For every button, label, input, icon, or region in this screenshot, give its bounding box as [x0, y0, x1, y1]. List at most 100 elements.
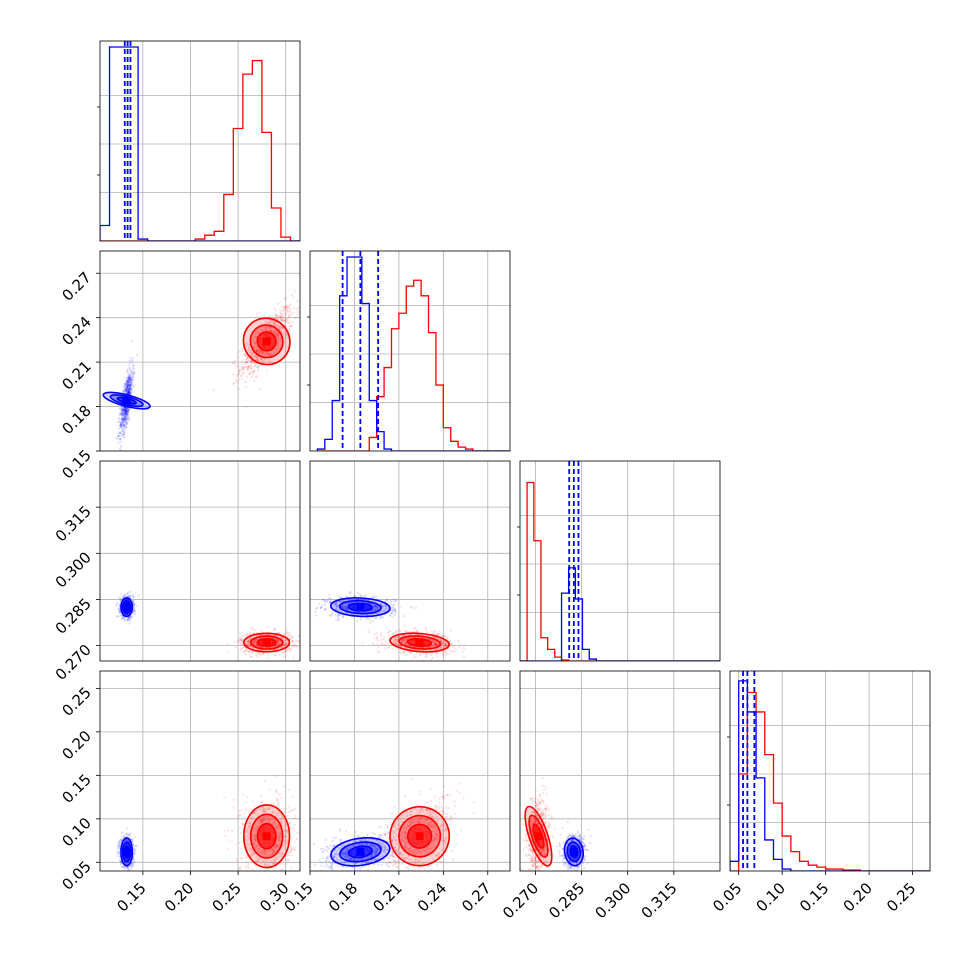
scatter-point — [127, 618, 130, 621]
scatter-point — [244, 353, 247, 356]
scatter-point — [126, 414, 130, 418]
scatter-point — [291, 635, 294, 639]
scatter-point — [126, 389, 129, 392]
scatter-point — [117, 608, 120, 611]
scatter-point — [252, 641, 256, 644]
scatter-point — [241, 643, 244, 646]
contour-red — [249, 635, 284, 650]
scatter-point — [119, 437, 122, 440]
scatter-point — [265, 369, 268, 372]
scatter-point — [259, 637, 262, 640]
scatter-point — [283, 785, 286, 788]
scatter-point — [117, 418, 121, 421]
scatter-point — [264, 852, 267, 856]
scatter-point — [335, 619, 338, 622]
scatter-point — [241, 821, 245, 824]
scatter-point — [270, 848, 273, 851]
scatter-point — [123, 424, 126, 427]
scatter-point — [273, 850, 276, 853]
scatter-point — [248, 825, 251, 828]
scatter-point — [275, 775, 278, 778]
scatter-point — [132, 364, 136, 367]
scatter-point — [432, 632, 435, 635]
scatter-point — [290, 848, 293, 851]
scatter-point — [130, 391, 134, 394]
scatter-point — [126, 410, 129, 413]
scatter-point — [275, 324, 278, 327]
scatter-point — [118, 605, 121, 609]
scatter-point — [126, 407, 129, 411]
scatter-point — [125, 383, 128, 386]
scatter-point — [441, 641, 444, 645]
density-peak-blue — [122, 396, 131, 405]
scatter-point — [242, 367, 245, 370]
scatter-point — [119, 421, 122, 424]
scatter-point — [256, 359, 260, 362]
scatter-point — [250, 362, 253, 365]
scatter-point — [127, 373, 130, 377]
scatter-point — [255, 844, 259, 847]
contour-red — [398, 635, 442, 650]
scatter-point — [124, 418, 127, 421]
scatter-point — [263, 855, 267, 858]
scatter-point — [261, 351, 264, 354]
scatter-point — [121, 413, 124, 416]
scatter-point — [277, 337, 280, 340]
scatter-point — [441, 650, 444, 653]
scatter-point — [125, 382, 128, 385]
scatter-point — [248, 843, 251, 846]
scatter-point — [354, 598, 357, 601]
scatter-point — [294, 814, 297, 817]
scatter-point — [122, 419, 125, 423]
scatter-point — [450, 643, 453, 646]
scatter-point — [120, 433, 124, 437]
scatter-point — [120, 424, 123, 427]
scatter-point — [385, 599, 389, 602]
scatter-point — [363, 594, 366, 598]
panel-1-1 — [307, 250, 511, 452]
scatter-point — [247, 359, 250, 362]
scatter-point — [394, 637, 397, 641]
scatter-point — [450, 643, 453, 646]
scatter-point — [291, 639, 294, 642]
scatter-point — [249, 360, 253, 363]
scatter-point — [124, 414, 127, 417]
scatter-point — [250, 851, 254, 855]
scatter-point — [280, 326, 284, 329]
scatter-point — [380, 603, 383, 606]
scatter-point — [120, 426, 123, 429]
scatter-point — [123, 389, 127, 392]
scatter-point — [391, 612, 394, 615]
scatter-point — [124, 411, 127, 414]
scatter-point — [122, 408, 125, 411]
density-peak-red — [262, 638, 271, 647]
scatter-point — [128, 392, 131, 396]
scatter-point — [125, 422, 128, 425]
scatter-point — [365, 618, 368, 621]
scatter-point — [394, 610, 397, 613]
scatter-point — [296, 880, 298, 882]
scatter-point — [121, 413, 124, 416]
scatter-point — [288, 634, 291, 637]
scatter-point — [257, 860, 260, 863]
scatter-point — [129, 356, 132, 359]
scatter-point — [115, 436, 118, 439]
scatter-point — [425, 655, 428, 658]
scatter-point — [277, 824, 280, 827]
scatter-point — [385, 606, 388, 609]
scatter-point — [276, 640, 280, 643]
scatter-point — [434, 641, 437, 644]
scatter-point — [248, 842, 252, 845]
scatter-point — [260, 329, 263, 332]
scatter-point — [283, 319, 286, 323]
scatter-point — [118, 413, 121, 417]
scatter-point — [250, 655, 253, 658]
scatter-point — [289, 647, 292, 651]
scatter-point — [274, 811, 277, 815]
scatter-point — [289, 820, 292, 824]
scatter-point — [128, 383, 131, 386]
scatter-point — [253, 835, 257, 838]
scatter-point — [297, 639, 300, 643]
panel-frame — [99, 40, 301, 242]
scatter-point — [399, 630, 402, 633]
